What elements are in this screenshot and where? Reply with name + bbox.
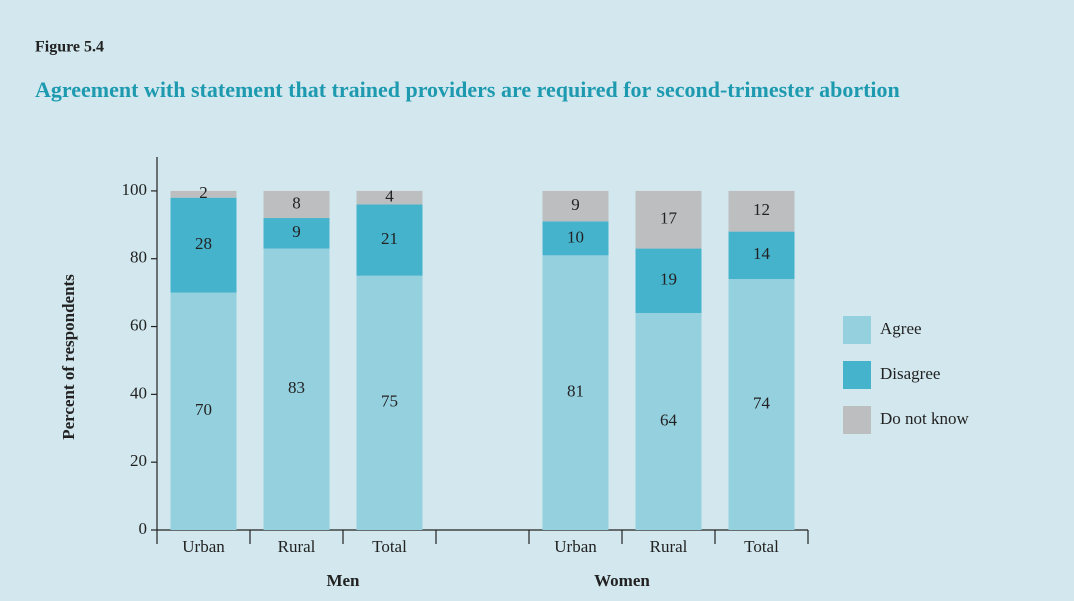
bar-segment: [356, 204, 423, 276]
bar-segment: [170, 190, 237, 198]
data-label: 12: [753, 200, 770, 219]
y-tick-label: 40: [130, 383, 147, 402]
data-label: 83: [288, 378, 305, 397]
bar-segment: [356, 190, 423, 205]
bar-segment: [263, 248, 330, 530]
bar-segment: [356, 275, 423, 530]
data-label: 10: [567, 227, 584, 246]
data-label: 4: [385, 187, 394, 206]
chart-title: Agreement with statement that trained pr…: [35, 77, 900, 102]
legend-swatch: [843, 361, 871, 389]
x-tick-label: Total: [744, 537, 779, 556]
y-tick-label: 80: [130, 248, 147, 267]
legend-label: Agree: [880, 319, 922, 338]
data-label: 28: [195, 234, 212, 253]
y-tick-label: 20: [130, 451, 147, 470]
bar-segment: [728, 190, 795, 232]
bar-segment: [728, 279, 795, 530]
legend-label: Disagree: [880, 364, 940, 383]
y-axis-label: Percent of respondents: [59, 274, 78, 440]
bar-segment: [170, 292, 237, 530]
bar-segment: [263, 218, 330, 249]
data-label: 70: [195, 400, 212, 419]
data-label: 17: [660, 209, 678, 228]
bar-segment: [542, 221, 609, 256]
bar-segment: [635, 312, 702, 530]
y-tick-label: 0: [139, 519, 148, 538]
data-label: 81: [567, 382, 584, 401]
data-label: 21: [381, 229, 398, 248]
bar-segment: [263, 190, 330, 219]
data-label: 9: [571, 195, 580, 214]
bar-segment: [635, 190, 702, 249]
bar-segment: [728, 231, 795, 280]
data-label: 2: [199, 183, 208, 202]
bar-segment: [170, 197, 237, 293]
legend-swatch: [843, 406, 871, 434]
data-label: 74: [753, 393, 771, 412]
x-tick-label: Total: [372, 537, 407, 556]
group-label: Men: [326, 571, 360, 590]
data-label: 64: [660, 410, 678, 429]
bar-segment: [635, 248, 702, 313]
data-label: 75: [381, 392, 398, 411]
x-tick-label: Urban: [182, 537, 225, 556]
data-label: 19: [660, 270, 677, 289]
data-label: 9: [292, 222, 301, 241]
x-tick-label: Urban: [554, 537, 597, 556]
group-label: Women: [594, 571, 650, 590]
x-tick-label: Rural: [278, 537, 316, 556]
legend-swatch: [843, 316, 871, 344]
data-label: 8: [292, 193, 301, 212]
data-label: 14: [753, 244, 771, 263]
x-tick-label: Rural: [650, 537, 688, 556]
figure-label: Figure 5.4: [35, 39, 104, 56]
bar-segment: [542, 255, 609, 530]
legend-label: Do not know: [880, 409, 970, 428]
y-tick-label: 60: [130, 315, 147, 334]
y-tick-label: 100: [122, 180, 148, 199]
bar-segment: [542, 190, 609, 222]
